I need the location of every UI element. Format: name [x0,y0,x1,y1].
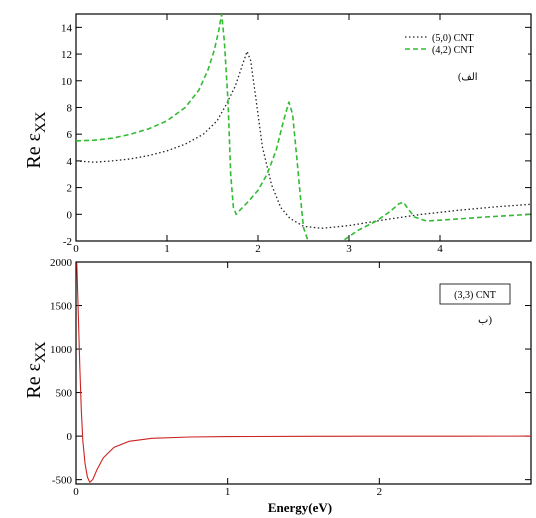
b-x-tick-label: 1 [225,486,231,498]
a-y-tick-label: 10 [61,76,73,88]
panel-b-y-axis-label: Re εXX [23,341,49,398]
a-y-tick-label: 8 [67,102,73,114]
a-y-tick-label: 12 [61,49,72,61]
b-y-tick-label: 1500 [50,301,73,313]
b-y-tick-label: 500 [56,388,73,400]
a-x-tick-label: 1 [164,243,170,255]
panel-a-annotation: (الف [458,72,478,83]
panel-b-series [76,262,531,483]
b-x-tick-label: 0 [73,486,79,498]
a-x-tick-label: 0 [73,243,79,255]
panel-b-annotation: ب) [478,314,492,326]
a-series-line-1 [76,14,309,241]
a-y-tick-label: 0 [67,209,73,221]
a-y-tick-label: 14 [61,22,73,34]
legend-label-3-3: (3,3) CNT [454,290,496,301]
a-series-line-2 [344,201,531,241]
panel-a-legend-box [400,30,528,56]
a-x-tick-label: 4 [437,243,443,255]
b-y-tick-label: 2000 [50,257,73,269]
legend-label-4-2: (4,2) CNT [432,45,474,56]
a-y-tick-label: 4 [67,156,73,168]
b-y-tick-label: 1000 [50,344,73,356]
a-y-tick-label: 2 [67,183,73,195]
panel-a-frame [75,13,532,242]
b-series-line-0 [76,262,531,483]
b-x-tick-label: 2 [377,486,383,498]
panel-b-legend-box [439,283,511,305]
a-x-tick-label: 3 [346,243,352,255]
legend-label-5-0: (5,0) CNT [432,33,474,44]
b-y-tick-label: 0 [67,431,73,443]
panel-a-legend: (5,0) CNT (4,2) CNT [405,33,474,56]
panel-b-x-axis-label: Energy(eV) [268,500,332,515]
a-series-line-0 [76,50,531,229]
a-y-tick-label: -2 [63,236,72,248]
a-x-tick-label: 2 [255,243,261,255]
a-y-tick-label: 6 [67,129,73,141]
panel-a-y-axis-label: Re εXX [23,111,49,168]
b-y-tick-label: -500 [52,475,73,487]
panel-b-frame [75,261,532,485]
panel-a-series [76,14,531,241]
